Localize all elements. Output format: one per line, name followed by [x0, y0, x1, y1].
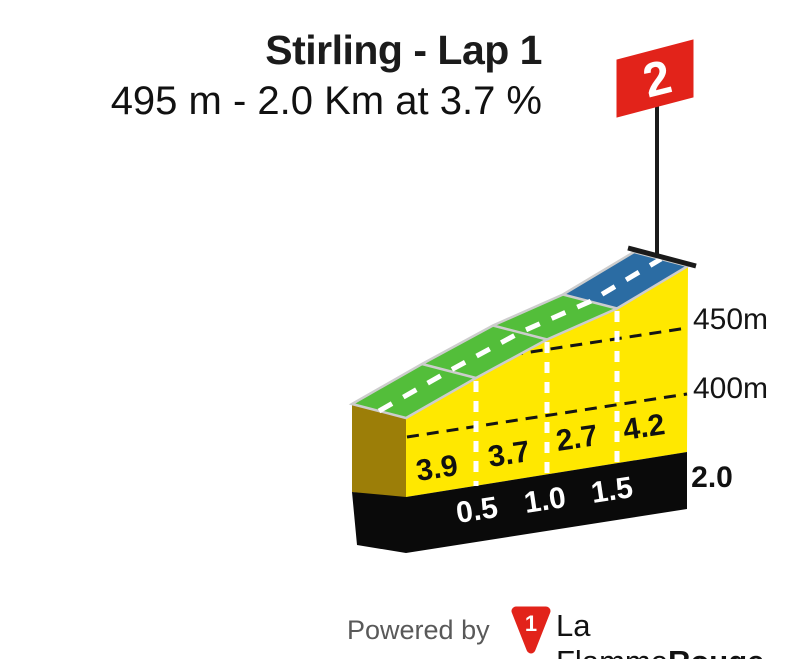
y-tick-450m: 450m: [693, 303, 769, 336]
brand-name: La FlammeRouge: [556, 608, 800, 659]
road-divider-1: [421, 362, 477, 380]
chart-title: Stirling - Lap 1: [265, 27, 542, 73]
x-tick-0_5: 0.5: [453, 491, 500, 530]
la-flamme-rouge-logo-icon: 1: [511, 606, 551, 654]
gridline-400m: [406, 392, 688, 439]
y-tick-400m: 400m: [693, 372, 769, 405]
road-segment-4: [563, 252, 688, 309]
summit-flag-icon: [616, 39, 694, 118]
road-centerline: [377, 256, 663, 414]
gradient-label-3: 2.7: [553, 419, 600, 458]
gridline-450m: [510, 326, 688, 357]
x-tick-2_0: 2.0: [691, 461, 733, 494]
gradient-label-1: 3.9: [413, 449, 460, 488]
profile-left-face: [352, 404, 406, 499]
chart-header: Stirling - Lap 1 495 m - 2.0 Km at 3.7 %: [110, 27, 543, 123]
x-tick-1_0: 1.0: [521, 481, 568, 520]
distance-axis-band: [352, 452, 687, 553]
road-divider-2: [492, 324, 548, 341]
powered-by-label: Powered by: [347, 615, 490, 645]
brand-name-regular: La Flamme: [556, 608, 668, 659]
chart-subtitle: 495 m - 2.0 Km at 3.7 %: [110, 79, 542, 123]
brand-name-bold: Rouge: [668, 644, 764, 659]
gradient-label-2: 3.7: [485, 435, 532, 474]
summit-tick: [627, 245, 697, 269]
logo-number: 1: [525, 611, 537, 636]
x-tick-1_5: 1.5: [588, 471, 635, 510]
logo-triangle: [511, 606, 551, 654]
gradient-label-4: 4.2: [620, 408, 667, 447]
